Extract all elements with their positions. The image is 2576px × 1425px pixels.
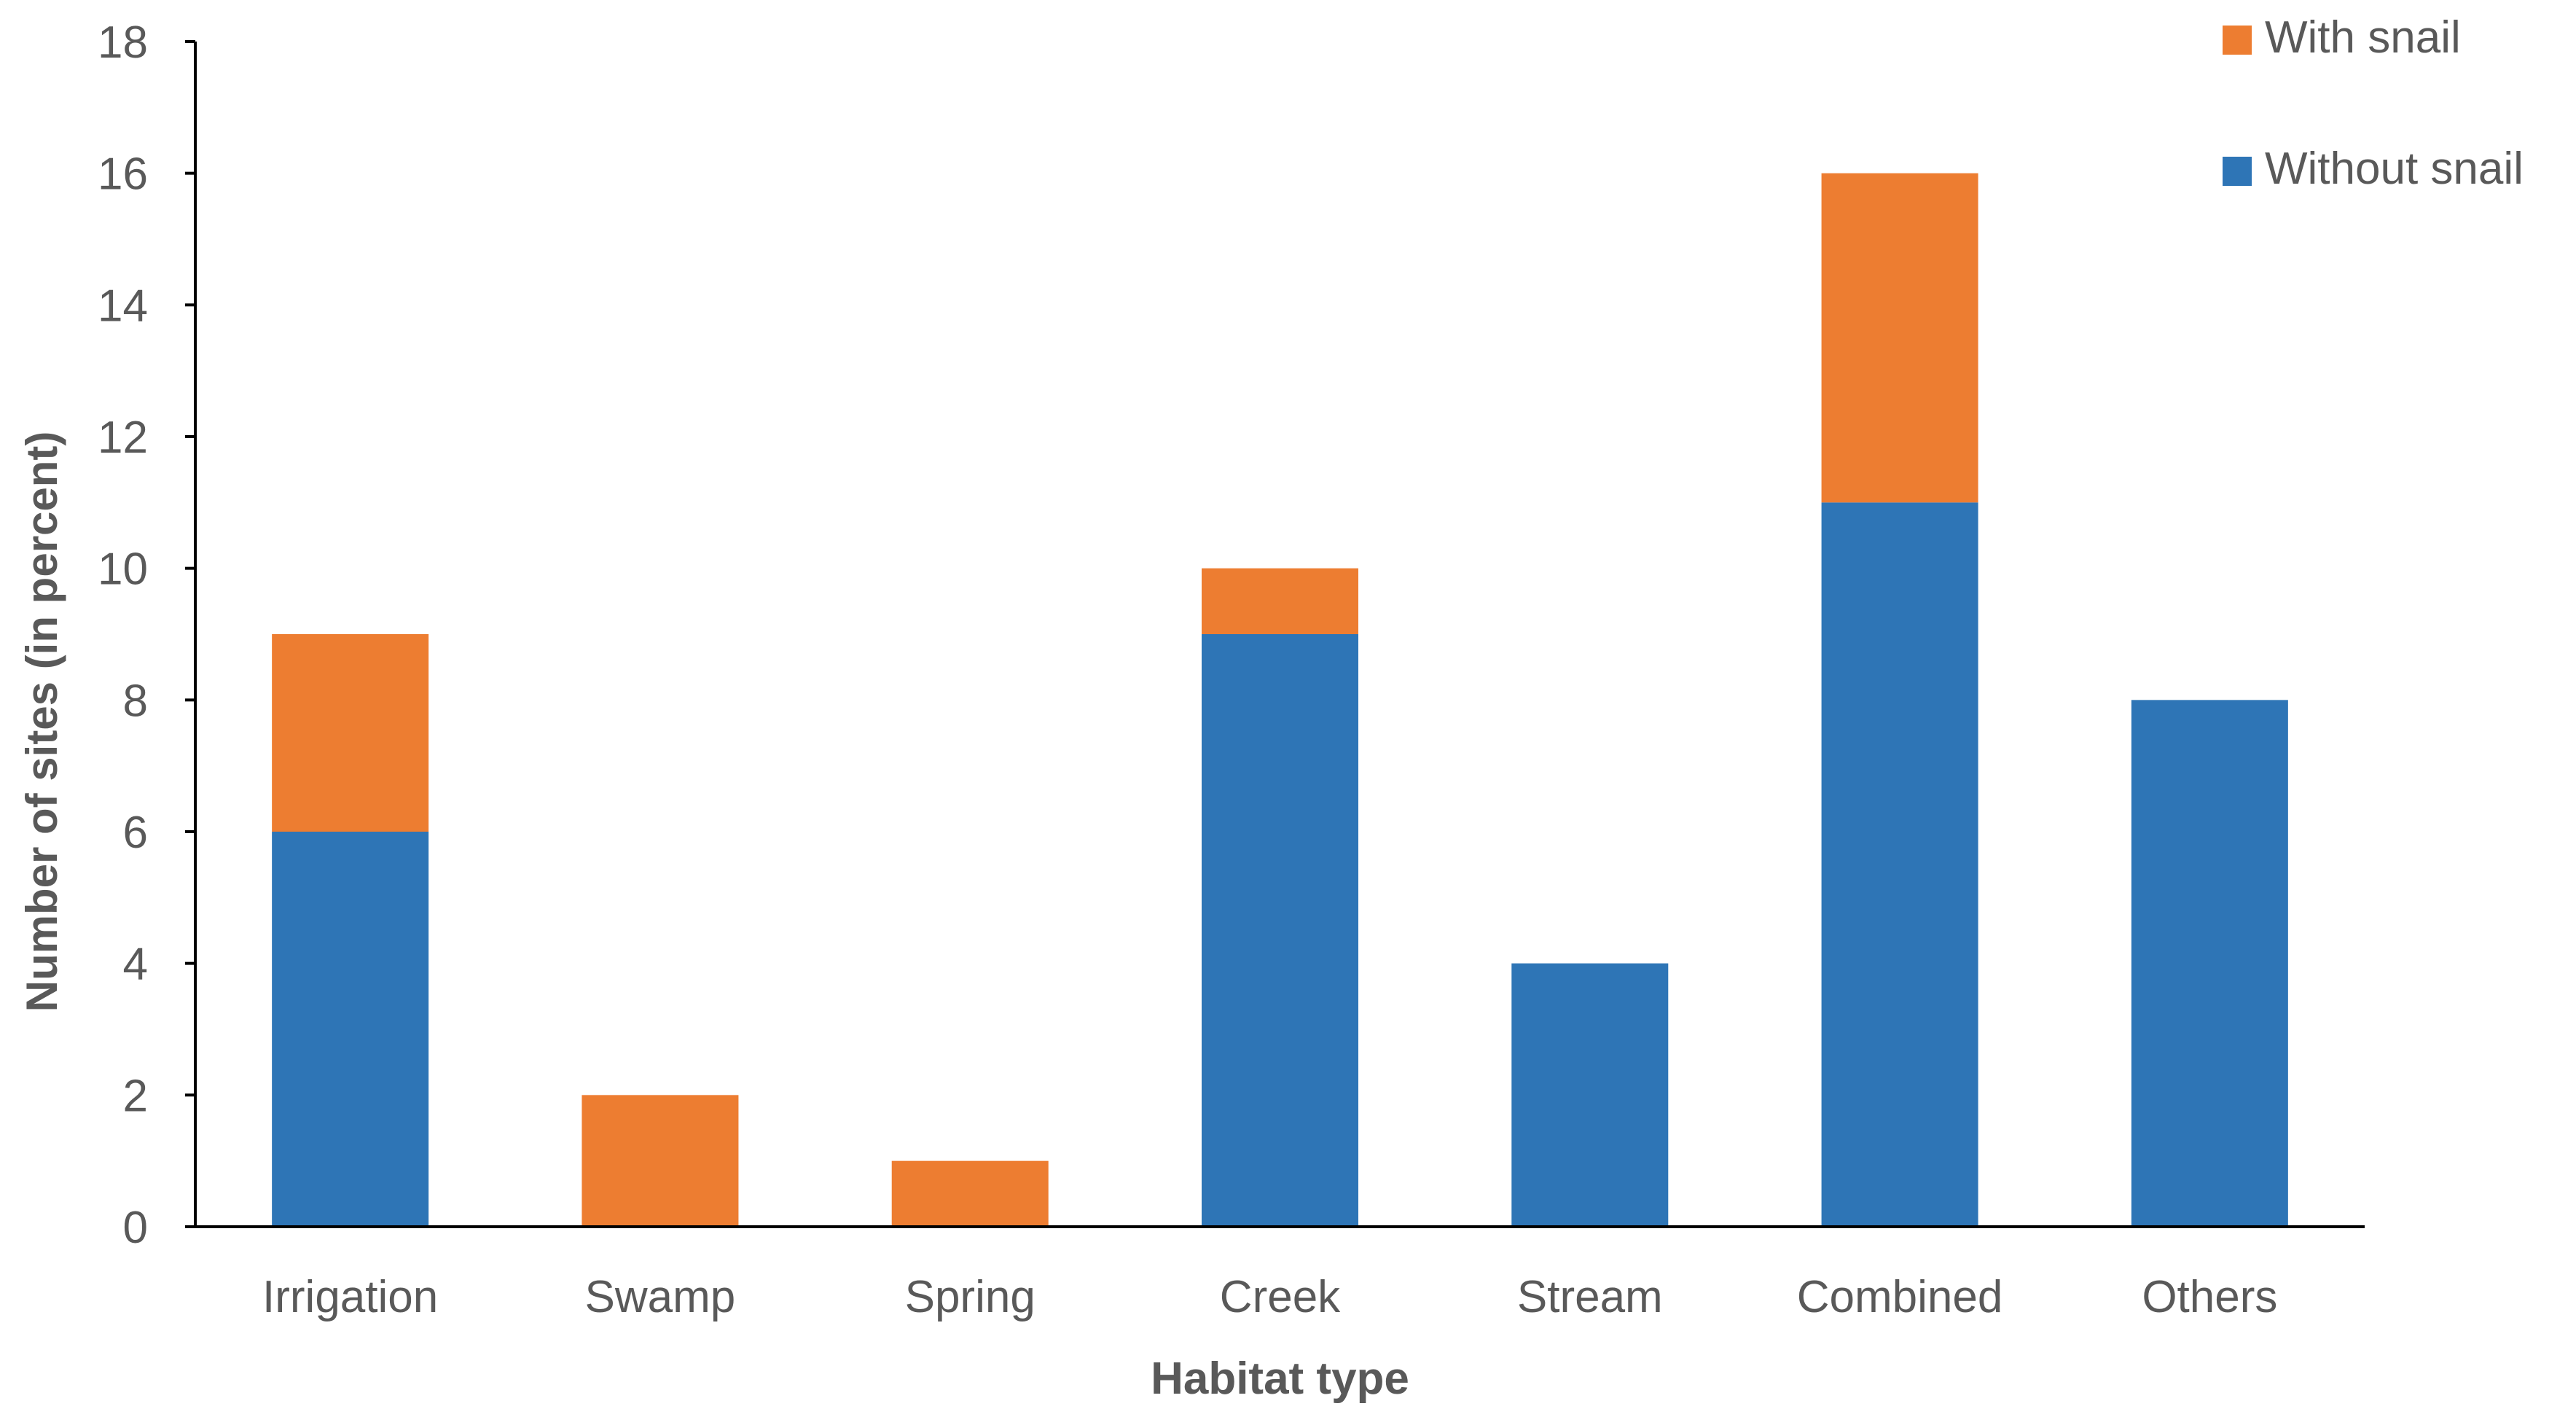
- bar-without-snail-stream: Stream – Without snail: 4: [1511, 963, 1669, 1227]
- y-tick-label: 4: [123, 940, 148, 990]
- bar-with-snail-spring: Spring – With snail: 1: [891, 1160, 1049, 1227]
- y-tick-label: 8: [123, 676, 148, 726]
- bar-with-snail-combined: Combined – With snail: 5: [1821, 173, 1978, 503]
- legend-swatch: [2223, 157, 2252, 186]
- y-tick-label: 2: [123, 1071, 148, 1121]
- bars-group: Irrigation – Without snail: 6Irrigation …: [272, 173, 2288, 1227]
- bar-without-snail-others: Others – Without snail: 8: [2131, 700, 2288, 1227]
- x-tick-label: Swamp: [585, 1272, 736, 1322]
- x-tick-label: Spring: [905, 1272, 1036, 1322]
- bar-without-snail-combined: Combined – Without snail: 11: [1821, 502, 1978, 1227]
- y-tick-label: 18: [98, 17, 148, 68]
- legend-swatch: [2223, 26, 2252, 55]
- y-tick-label: 10: [98, 544, 148, 595]
- y-axis-ticks: 0 2 4 6 8 10 12 14 16 18: [98, 17, 195, 1253]
- bar-with-snail-swamp: Swamp – With snail: 2: [582, 1095, 739, 1227]
- bar-with-snail-irrigation: Irrigation – With snail: 3: [272, 634, 429, 832]
- bar-with-snail-creek: Creek – With snail: 1: [1202, 568, 1358, 634]
- y-tick-label: 6: [123, 808, 148, 858]
- y-tick-label: 12: [98, 413, 148, 463]
- x-tick-label: Others: [2142, 1272, 2277, 1322]
- x-axis-title: Habitat type: [1151, 1354, 1409, 1404]
- legend-label: With snail: [2265, 12, 2461, 63]
- y-tick-label: 0: [123, 1203, 148, 1253]
- x-tick-label: Stream: [1517, 1272, 1663, 1322]
- x-tick-label: Combined: [1797, 1272, 2003, 1322]
- y-tick-label: 14: [98, 281, 148, 331]
- y-tick-label: 16: [98, 149, 148, 200]
- legend: With snail Without snail: [2223, 12, 2524, 194]
- x-tick-label: Irrigation: [262, 1272, 438, 1322]
- bar-without-snail-irrigation: Irrigation – Without snail: 6: [272, 832, 429, 1227]
- legend-label: Without snail: [2265, 144, 2524, 194]
- bar-without-snail-creek: Creek – Without snail: 9: [1202, 634, 1358, 1227]
- x-tick-label: Creek: [1220, 1272, 1341, 1322]
- x-axis-ticks: Irrigation Swamp Spring Creek Stream Combined…: [262, 1272, 2277, 1322]
- y-axis-title: Number of sites (in percent): [17, 432, 66, 1012]
